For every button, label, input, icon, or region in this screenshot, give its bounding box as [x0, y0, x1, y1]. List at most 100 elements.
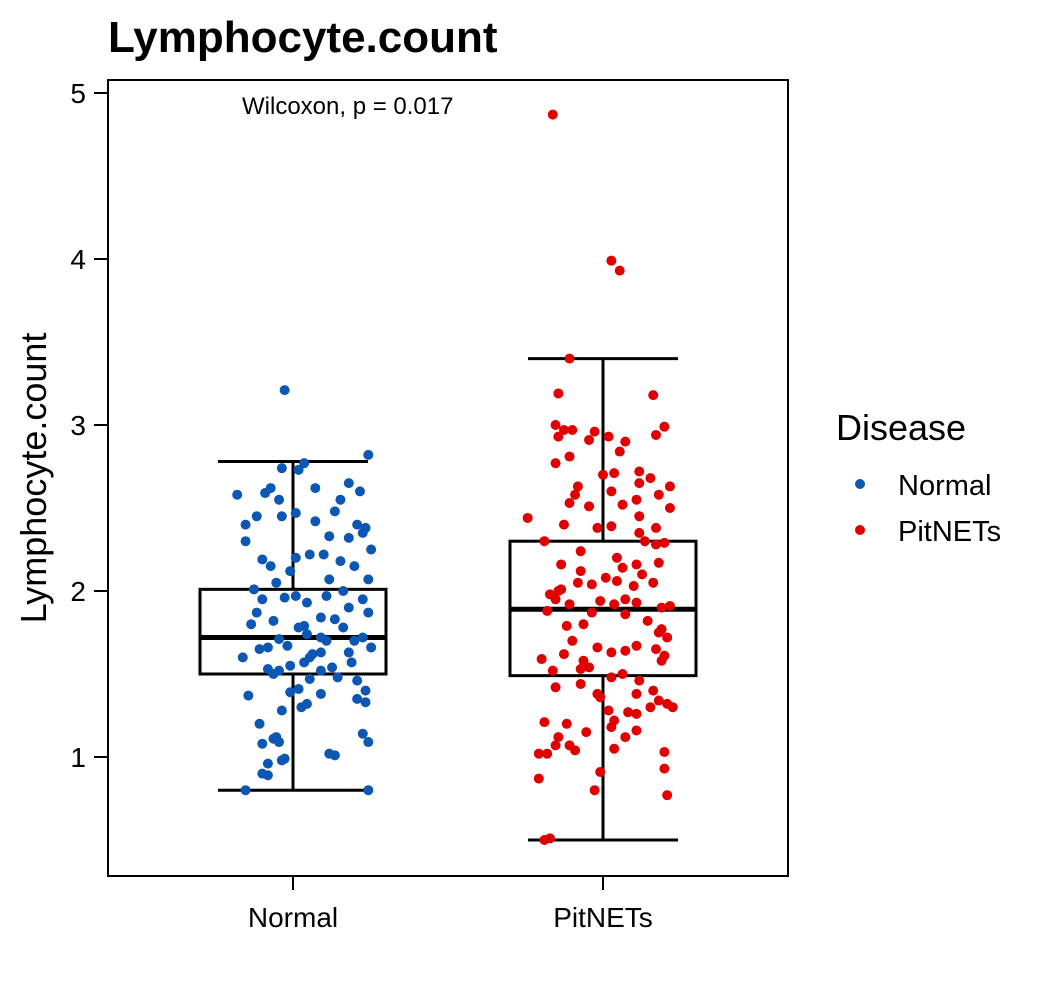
- point-pitnets: [609, 715, 620, 726]
- point-normal: [324, 531, 335, 542]
- point-pitnets: [631, 725, 642, 736]
- point-normal: [265, 561, 276, 572]
- point-pitnets: [637, 569, 648, 580]
- point-pitnets: [592, 688, 603, 699]
- point-normal: [301, 698, 312, 709]
- point-normal: [290, 552, 301, 563]
- point-pitnets: [606, 521, 617, 532]
- point-pitnets: [584, 501, 595, 512]
- point-normal: [354, 486, 365, 497]
- point-pitnets: [556, 559, 567, 570]
- x-tick-label-normal: Normal: [248, 902, 338, 933]
- point-pitnets: [662, 790, 673, 801]
- point-pitnets: [611, 552, 622, 563]
- point-normal: [274, 634, 285, 645]
- point-normal: [327, 662, 338, 673]
- point-normal: [290, 590, 301, 601]
- point-normal: [237, 652, 248, 663]
- point-pitnets: [603, 431, 614, 442]
- point-pitnets: [639, 536, 650, 547]
- point-pitnets: [575, 546, 586, 557]
- point-normal: [274, 494, 285, 505]
- point-pitnets: [648, 685, 659, 696]
- point-pitnets: [631, 708, 642, 719]
- point-pitnets: [611, 576, 622, 587]
- point-pitnets: [628, 581, 639, 592]
- point-normal: [324, 748, 335, 759]
- point-pitnets: [606, 486, 617, 497]
- point-pitnets: [651, 539, 662, 550]
- point-normal: [357, 632, 368, 643]
- point-pitnets: [572, 481, 583, 492]
- point-normal: [282, 640, 293, 651]
- point-pitnets: [567, 635, 578, 646]
- point-pitnets: [558, 649, 569, 660]
- point-normal: [276, 511, 287, 522]
- point-normal: [315, 665, 326, 676]
- point-pitnets: [578, 655, 589, 666]
- point-pitnets: [564, 498, 575, 509]
- point-normal: [293, 683, 304, 694]
- point-normal: [262, 758, 273, 769]
- point-pitnets: [620, 732, 631, 743]
- point-normal: [276, 705, 287, 716]
- point-normal: [248, 584, 259, 595]
- point-normal: [343, 602, 354, 613]
- point-pitnets: [653, 557, 664, 568]
- iqr-box-normal: [198, 587, 388, 676]
- point-pitnets: [603, 705, 614, 716]
- wilcoxon-annotation: Wilcoxon, p = 0.017: [242, 93, 453, 120]
- point-normal: [321, 590, 332, 601]
- point-normal: [285, 660, 296, 671]
- point-normal: [357, 594, 368, 605]
- point-normal: [338, 622, 349, 633]
- point-pitnets: [634, 675, 645, 686]
- point-pitnets: [581, 727, 592, 738]
- point-pitnets: [662, 632, 673, 643]
- point-pitnets: [653, 489, 664, 500]
- point-normal: [257, 594, 268, 605]
- point-pitnets: [553, 732, 564, 743]
- point-pitnets: [542, 605, 553, 616]
- point-normal: [243, 690, 254, 701]
- point-normal: [363, 449, 374, 460]
- points-layer: [232, 109, 678, 845]
- point-pitnets: [659, 650, 670, 661]
- point-pitnets: [522, 512, 533, 523]
- point-normal: [265, 483, 276, 494]
- point-pitnets: [561, 718, 572, 729]
- x-axis: Normal PitNETs: [248, 876, 653, 933]
- point-pitnets: [598, 469, 608, 480]
- point-pitnets: [564, 451, 575, 462]
- point-pitnets: [614, 446, 625, 457]
- x-tick-label-pitnets: PitNETs: [553, 902, 653, 933]
- point-normal: [363, 737, 374, 748]
- point-pitnets: [595, 766, 606, 777]
- plot-panel: [107, 79, 789, 877]
- point-pitnets: [578, 619, 589, 630]
- point-normal: [240, 519, 251, 530]
- point-pitnets: [564, 599, 575, 610]
- point-normal: [257, 554, 268, 565]
- point-pitnets: [664, 503, 675, 513]
- y-tick-label-5: 5: [70, 78, 86, 109]
- point-normal: [293, 464, 304, 475]
- panel-border: [107, 79, 789, 877]
- point-pitnets: [553, 586, 564, 596]
- point-pitnets: [653, 695, 664, 706]
- point-pitnets: [634, 466, 645, 477]
- point-pitnets: [550, 682, 561, 693]
- point-pitnets: [659, 747, 670, 758]
- point-normal: [251, 607, 262, 618]
- point-pitnets: [656, 624, 667, 635]
- point-pitnets: [620, 436, 631, 447]
- point-normal: [307, 649, 318, 660]
- point-pitnets: [664, 481, 675, 492]
- point-pitnets: [614, 265, 625, 276]
- y-tick-label-3: 3: [70, 410, 86, 441]
- point-pitnets: [617, 562, 628, 573]
- point-normal: [343, 478, 354, 489]
- point-pitnets: [558, 424, 569, 435]
- point-pitnets: [631, 640, 642, 651]
